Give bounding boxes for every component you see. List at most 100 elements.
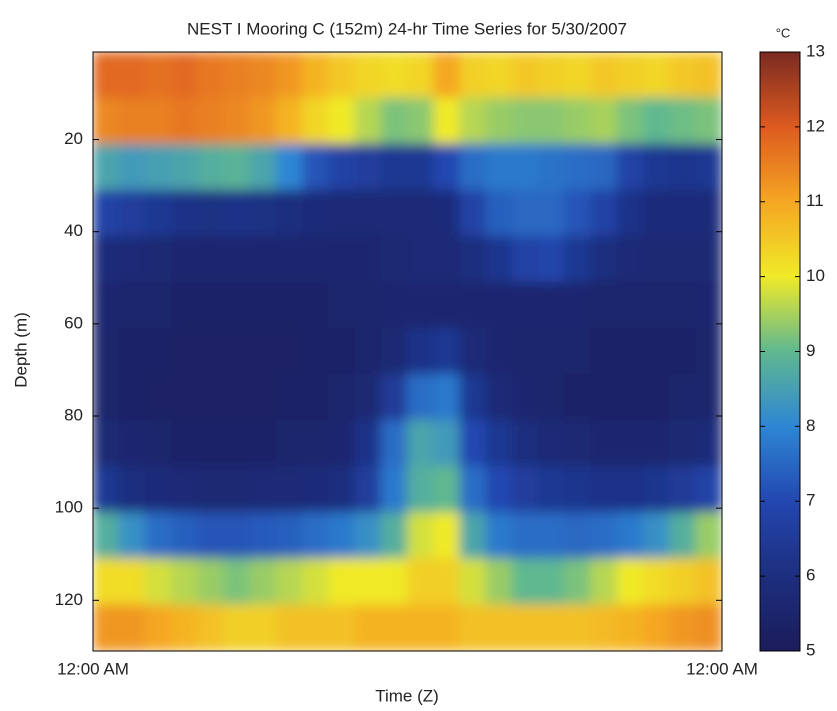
heatmap-cell bbox=[590, 327, 618, 376]
heatmap-cell bbox=[93, 143, 120, 191]
heatmap-cell bbox=[328, 327, 356, 376]
heatmap-cell bbox=[695, 189, 722, 237]
heatmap-cell bbox=[118, 189, 146, 237]
heatmap-cell bbox=[171, 235, 199, 283]
heatmap-cell bbox=[197, 374, 225, 422]
heatmap-cell bbox=[616, 143, 644, 191]
heatmap-cell bbox=[695, 327, 722, 376]
heatmap-cell bbox=[302, 466, 330, 514]
heatmap-cell bbox=[93, 604, 120, 651]
heatmap-cell bbox=[354, 281, 382, 329]
heatmap-cell bbox=[459, 512, 487, 560]
heatmap-cell bbox=[433, 235, 461, 283]
heatmap-cell bbox=[407, 558, 435, 606]
heatmap-cell bbox=[433, 143, 461, 191]
heatmap-cell bbox=[407, 281, 435, 329]
heatmap-cell bbox=[171, 97, 199, 145]
heatmap-cell bbox=[223, 604, 251, 651]
heatmap-cell bbox=[564, 189, 592, 237]
colorbar-tick-label: 10 bbox=[806, 266, 825, 285]
heatmap-cell bbox=[511, 52, 540, 99]
heatmap-cell bbox=[695, 143, 722, 191]
heatmap-cell bbox=[564, 281, 592, 329]
heatmap-cell bbox=[275, 281, 304, 329]
heatmap-cell bbox=[223, 235, 251, 283]
heatmap-cell bbox=[511, 235, 540, 283]
heatmap-cell bbox=[616, 604, 644, 651]
heatmap-cell bbox=[564, 235, 592, 283]
heatmap-cell bbox=[538, 97, 566, 145]
heatmap-cell bbox=[433, 466, 461, 514]
heatmap-cell bbox=[118, 604, 146, 651]
heatmap-cell bbox=[171, 374, 199, 422]
heatmap-cell bbox=[328, 281, 356, 329]
heatmap-cell bbox=[485, 327, 513, 376]
heatmap-cell bbox=[459, 189, 487, 237]
heatmap-cell bbox=[616, 512, 644, 560]
heatmap-cell bbox=[144, 281, 173, 329]
heatmap-cell bbox=[354, 374, 382, 422]
heatmap-cell bbox=[511, 420, 540, 468]
heatmap-cell bbox=[93, 52, 120, 99]
heatmap-cell bbox=[380, 189, 408, 237]
heatmap-cell bbox=[616, 374, 644, 422]
heatmap-cell bbox=[485, 512, 513, 560]
heatmap-cell bbox=[695, 558, 722, 606]
heatmap-cell bbox=[695, 235, 722, 283]
heatmap-cell bbox=[275, 327, 304, 376]
heatmap-cell bbox=[302, 52, 330, 99]
heatmap-cell bbox=[459, 374, 487, 422]
heatmap-cell bbox=[538, 558, 566, 606]
heatmap-cell bbox=[249, 374, 277, 422]
x-axis-label: Time (Z) bbox=[375, 686, 439, 705]
heatmap-cell bbox=[118, 558, 146, 606]
heatmap-cell bbox=[642, 189, 671, 237]
y-tick-label: 40 bbox=[64, 221, 83, 240]
y-tick-label: 120 bbox=[55, 590, 83, 609]
heatmap-cell bbox=[144, 327, 173, 376]
heatmap-cell bbox=[354, 327, 382, 376]
x-tick-label: 12:00 AM bbox=[686, 659, 758, 678]
heatmap-cell bbox=[171, 604, 199, 651]
heatmap-cell bbox=[564, 374, 592, 422]
heatmap-cell bbox=[564, 143, 592, 191]
heatmap-cell bbox=[616, 327, 644, 376]
heatmap-cell bbox=[328, 558, 356, 606]
heatmap-cell bbox=[144, 374, 173, 422]
heatmap-cell bbox=[538, 235, 566, 283]
heatmap-cell bbox=[249, 466, 277, 514]
heatmap-cell bbox=[485, 143, 513, 191]
heatmap-cell bbox=[328, 374, 356, 422]
heatmap-cell bbox=[407, 143, 435, 191]
heatmap-cell bbox=[642, 143, 671, 191]
heatmap-cell bbox=[380, 97, 408, 145]
heatmap-cell bbox=[564, 466, 592, 514]
colorbar bbox=[759, 51, 801, 652]
heatmap-cell bbox=[616, 97, 644, 145]
heatmap-cell bbox=[275, 374, 304, 422]
heatmap-cell bbox=[93, 374, 120, 422]
heatmap-cell bbox=[302, 604, 330, 651]
heatmap-cell bbox=[459, 235, 487, 283]
heatmap-cell bbox=[197, 327, 225, 376]
heatmap-cell bbox=[538, 374, 566, 422]
heatmap-cell bbox=[249, 512, 277, 560]
heatmap-cell bbox=[407, 52, 435, 99]
heatmap-cell bbox=[564, 327, 592, 376]
heatmap-cell bbox=[302, 558, 330, 606]
heatmap-cell bbox=[669, 143, 697, 191]
heatmap-cell bbox=[249, 420, 277, 468]
heatmap-cell bbox=[538, 281, 566, 329]
heatmap-cell bbox=[197, 558, 225, 606]
heatmap-cell bbox=[669, 512, 697, 560]
heatmap-cell bbox=[275, 52, 304, 99]
heatmap-cell bbox=[144, 558, 173, 606]
heatmap-cell bbox=[171, 143, 199, 191]
heatmap-cell bbox=[223, 420, 251, 468]
heatmap-cell bbox=[380, 52, 408, 99]
heatmap-cell bbox=[616, 558, 644, 606]
heatmap-cell bbox=[144, 235, 173, 283]
heatmap-cell bbox=[302, 281, 330, 329]
heatmap-cell bbox=[93, 97, 120, 145]
heatmap-cell bbox=[459, 558, 487, 606]
